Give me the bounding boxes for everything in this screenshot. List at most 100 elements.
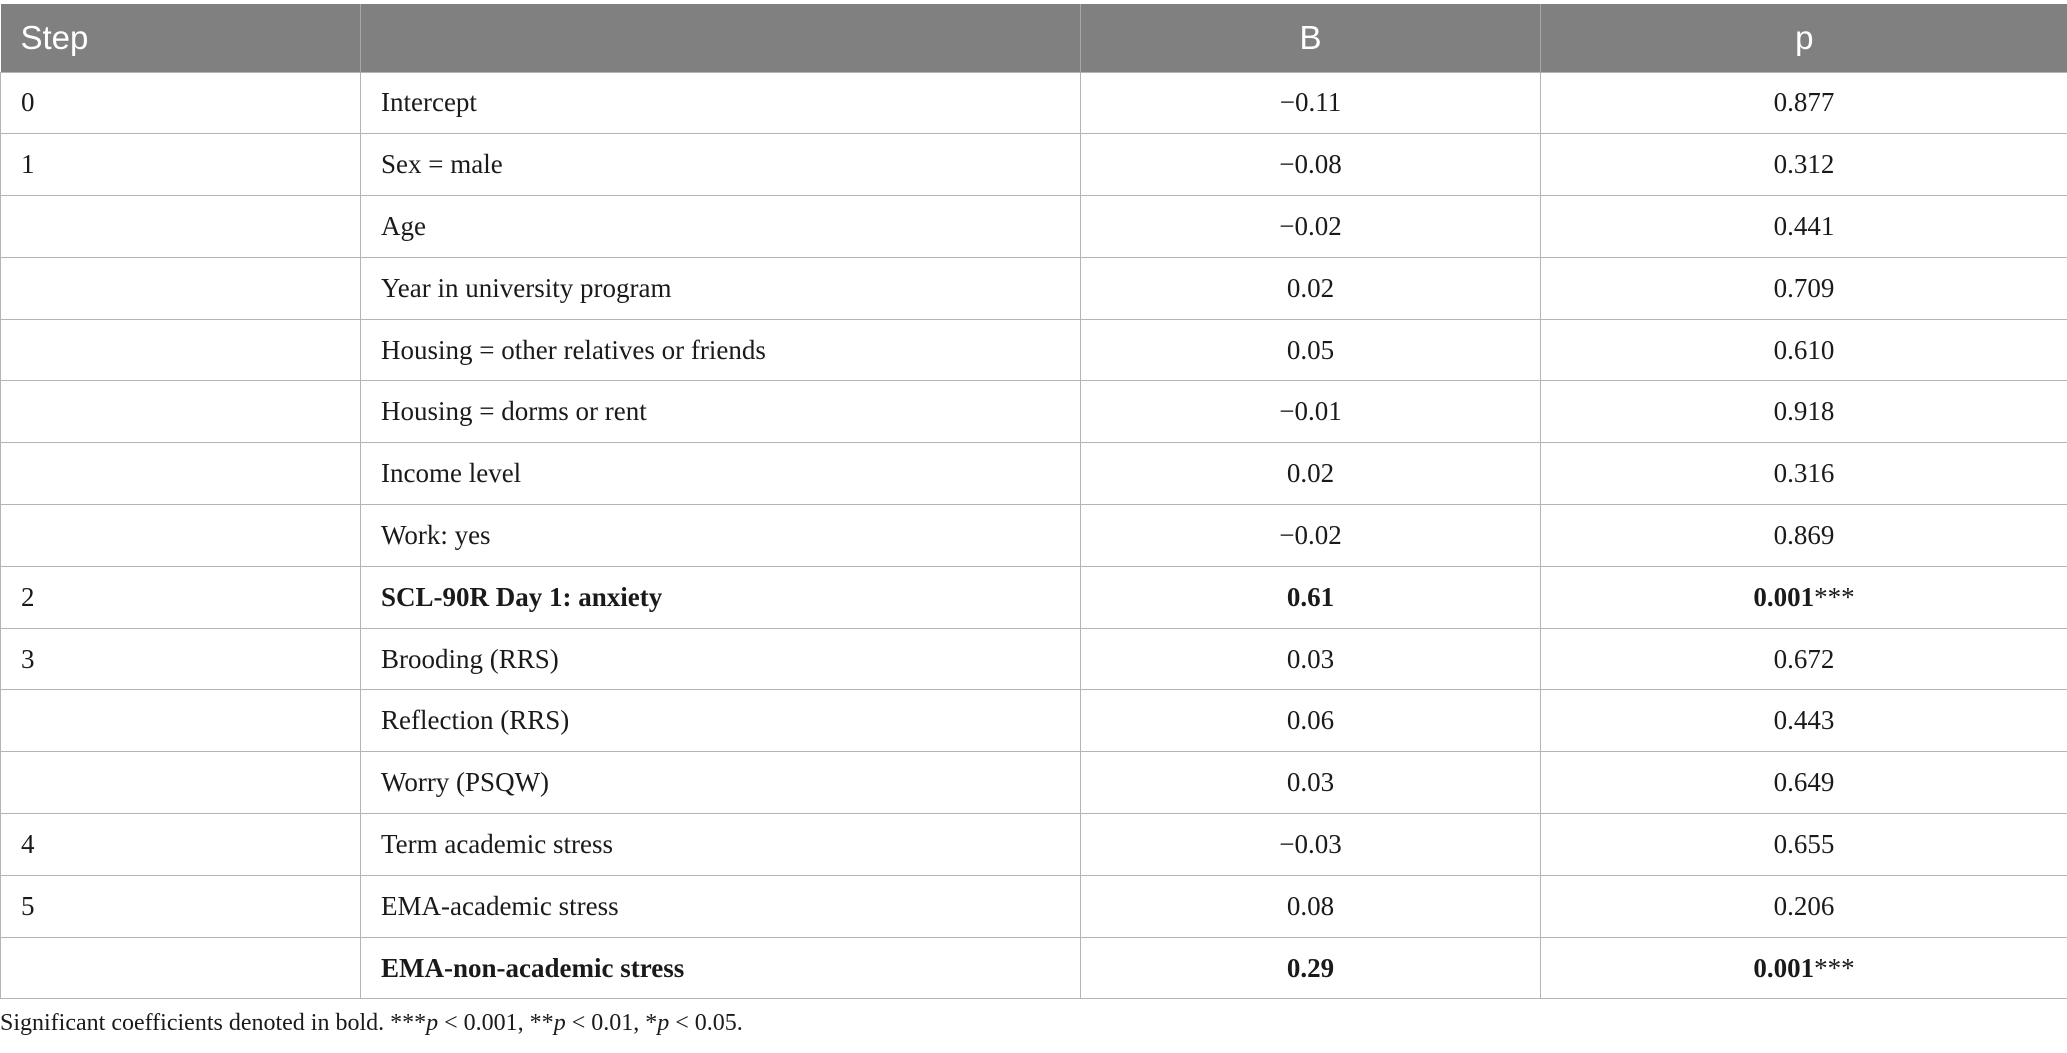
p-value-cell: 0.649 (1540, 751, 2067, 815)
step-cell (0, 751, 361, 815)
table-row: Reflection (RRS) 0.06 0.443 (0, 689, 2067, 753)
b-coefficient-cell: −0.01 (1080, 380, 1541, 444)
variable-cell: Housing = dorms or rent (360, 380, 1081, 444)
step-cell: 3 (0, 627, 361, 691)
step-cell: 1 (0, 133, 361, 197)
p-value: 0.316 (1773, 458, 1835, 489)
variable-cell: Year in university program (360, 256, 1081, 320)
variable-cell: Term academic stress (360, 813, 1081, 876)
variable-cell: Age (360, 195, 1081, 258)
header-variable (360, 4, 1081, 72)
regression-table: Step B p 0 Intercept −0.11 0.877 1 Sex = male… (0, 4, 2067, 1000)
b-value: 0.02 (1286, 458, 1335, 489)
b-coefficient-cell: 0.03 (1080, 751, 1541, 815)
p-value-cell: 0.918 (1540, 380, 2067, 444)
b-value: −0.01 (1279, 396, 1342, 427)
b-coefficient-cell: 0.02 (1080, 256, 1541, 320)
step-cell (0, 689, 361, 753)
b-value: 0.06 (1286, 705, 1335, 736)
p-value-cell: 0.877 (1540, 71, 2067, 135)
b-coefficient-cell: 0.02 (1080, 442, 1541, 506)
footnote-p-symbol: p (426, 1010, 439, 1036)
b-coefficient-cell: 0.29 (1080, 936, 1541, 1000)
table-row: Income level 0.02 0.316 (0, 442, 2067, 506)
footnote-threshold-2: < 0.01, * (565, 1010, 658, 1036)
p-value: 0.001 (1753, 581, 1815, 612)
b-coefficient-cell: 0.05 (1080, 318, 1541, 382)
table-row: 3 Brooding (RRS) 0.03 0.672 (0, 627, 2067, 691)
p-value: 0.610 (1773, 334, 1835, 365)
p-value-cell: 0.206 (1540, 874, 2067, 938)
p-value-cell: 0.655 (1540, 813, 2067, 876)
b-value: 0.08 (1286, 890, 1335, 921)
step-cell: 2 (0, 565, 361, 629)
b-value: −0.02 (1279, 210, 1342, 241)
b-value: −0.02 (1279, 519, 1342, 550)
p-value: 0.649 (1773, 767, 1835, 798)
significance-stars: *** (1814, 581, 1855, 612)
footnote-p-symbol: p (657, 1010, 670, 1036)
variable-cell: Worry (PSQW) (360, 751, 1081, 815)
p-value: 0.672 (1773, 643, 1835, 674)
footnote-lead: Significant coefficients denoted in bold… (0, 1010, 427, 1036)
b-coefficient-cell: 0.03 (1080, 627, 1541, 691)
p-value: 0.441 (1773, 210, 1835, 241)
p-value-cell: 0.441 (1540, 195, 2067, 258)
variable-cell: Housing = other relatives or friends (360, 318, 1081, 382)
variable-cell: Income level (360, 442, 1081, 506)
table-row: 2 SCL-90R Day 1: anxiety 0.61 0.001*** (0, 565, 2067, 629)
b-value: 0.03 (1286, 767, 1335, 798)
b-value: 0.02 (1286, 272, 1335, 303)
table-row: 5 EMA-academic stress 0.08 0.206 (0, 874, 2067, 938)
table-row: 1 Sex = male −0.08 0.312 (0, 133, 2067, 197)
footnote-threshold-1: < 0.001, ** (438, 1010, 554, 1036)
step-cell (0, 442, 361, 506)
step-cell (0, 195, 361, 258)
header-row: Step B p (0, 4, 2067, 72)
table-row: 0 Intercept −0.11 0.877 (0, 71, 2067, 135)
p-value-cell: 0.001*** (1540, 936, 2067, 1000)
table-row: Year in university program 0.02 0.709 (0, 256, 2067, 320)
p-value-cell: 0.709 (1540, 256, 2067, 320)
b-value: 0.61 (1286, 581, 1335, 612)
variable-cell: EMA-academic stress (360, 874, 1081, 938)
p-value: 0.206 (1773, 890, 1835, 921)
p-value: 0.877 (1773, 87, 1835, 118)
p-value-cell: 0.001*** (1540, 565, 2067, 629)
variable-cell: SCL-90R Day 1: anxiety (360, 565, 1081, 629)
regression-table-container: Step B p 0 Intercept −0.11 0.877 1 Sex = male… (0, 4, 2067, 1000)
step-cell (0, 936, 361, 1000)
table-body: 0 Intercept −0.11 0.877 1 Sex = male −0.08 0.31… (0, 71, 2067, 1000)
b-coefficient-cell: 0.06 (1080, 689, 1541, 753)
p-value: 0.312 (1773, 149, 1835, 180)
step-cell (0, 380, 361, 444)
b-coefficient-cell: −0.02 (1080, 504, 1541, 567)
header-p: p (1540, 4, 2067, 72)
header-step: Step (20, 18, 89, 56)
step-cell (0, 256, 361, 320)
variable-cell: Brooding (RRS) (360, 627, 1081, 691)
header-b: B (1080, 4, 1541, 72)
step-cell: 4 (0, 813, 361, 876)
b-value: 0.05 (1286, 334, 1335, 365)
b-coefficient-cell: −0.11 (1080, 71, 1541, 135)
variable-cell: EMA-non-academic stress (360, 936, 1081, 1000)
table-row: Worry (PSQW) 0.03 0.649 (0, 751, 2067, 815)
table-row: EMA-non-academic stress 0.29 0.001*** (0, 936, 2067, 1000)
p-value-cell: 0.672 (1540, 627, 2067, 691)
table-row: 4 Term academic stress −0.03 0.655 (0, 813, 2067, 876)
p-value: 0.869 (1773, 519, 1835, 550)
b-coefficient-cell: −0.03 (1080, 813, 1541, 876)
step-cell (0, 504, 361, 567)
b-coefficient-cell: 0.61 (1080, 565, 1541, 629)
b-coefficient-cell: 0.08 (1080, 874, 1541, 938)
p-value-cell: 0.610 (1540, 318, 2067, 382)
table-row: Age −0.02 0.441 (0, 195, 2067, 258)
p-value-cell: 0.869 (1540, 504, 2067, 567)
variable-cell: Sex = male (360, 133, 1081, 197)
b-value: 0.03 (1286, 643, 1335, 674)
variable-cell: Reflection (RRS) (360, 689, 1081, 753)
table-row: Housing = dorms or rent −0.01 0.918 (0, 380, 2067, 444)
step-cell: 0 (0, 71, 361, 135)
p-value: 0.918 (1773, 396, 1835, 427)
